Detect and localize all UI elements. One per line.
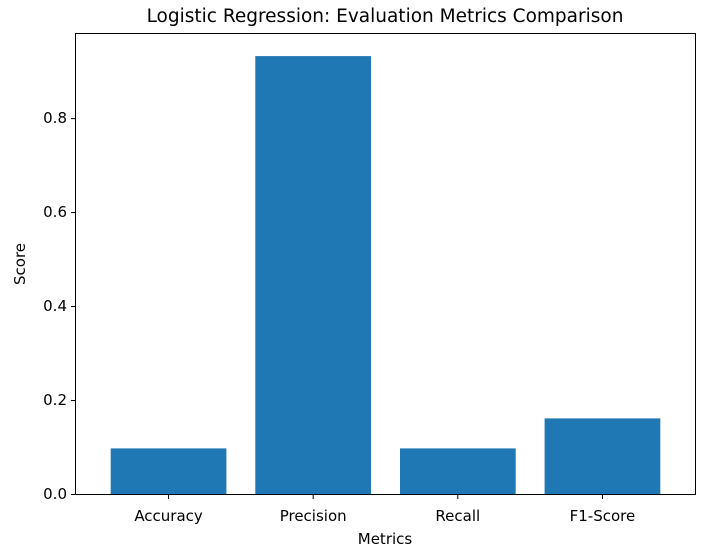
- y-tick-label: 0.6: [43, 203, 67, 221]
- y-tick-label: 0.4: [43, 297, 67, 315]
- bar-precision: [255, 56, 371, 494]
- plot-area: [110, 56, 661, 494]
- bar-recall: [400, 448, 516, 494]
- bar-accuracy: [110, 448, 227, 494]
- x-tick-label: Precision: [280, 507, 347, 525]
- x-tick-label: Accuracy: [134, 507, 203, 525]
- y-axis: 0.0 0.2 0.4 0.6 0.8: [43, 109, 76, 503]
- chart-title: Logistic Regression: Evaluation Metrics …: [147, 6, 624, 27]
- x-axis: Accuracy Precision Recall F1-Score: [134, 494, 635, 525]
- axes-frame: [75, 33, 696, 495]
- y-axis-label: Score: [11, 243, 29, 285]
- bar-f1-score: [544, 418, 661, 494]
- y-tick-label: 0.2: [43, 391, 67, 409]
- x-tick-label: Recall: [435, 507, 480, 525]
- y-tick-label: 0.8: [43, 109, 67, 127]
- x-axis-label: Metrics: [358, 530, 413, 548]
- x-tick-label: F1-Score: [570, 507, 636, 525]
- y-tick-label: 0.0: [43, 485, 67, 503]
